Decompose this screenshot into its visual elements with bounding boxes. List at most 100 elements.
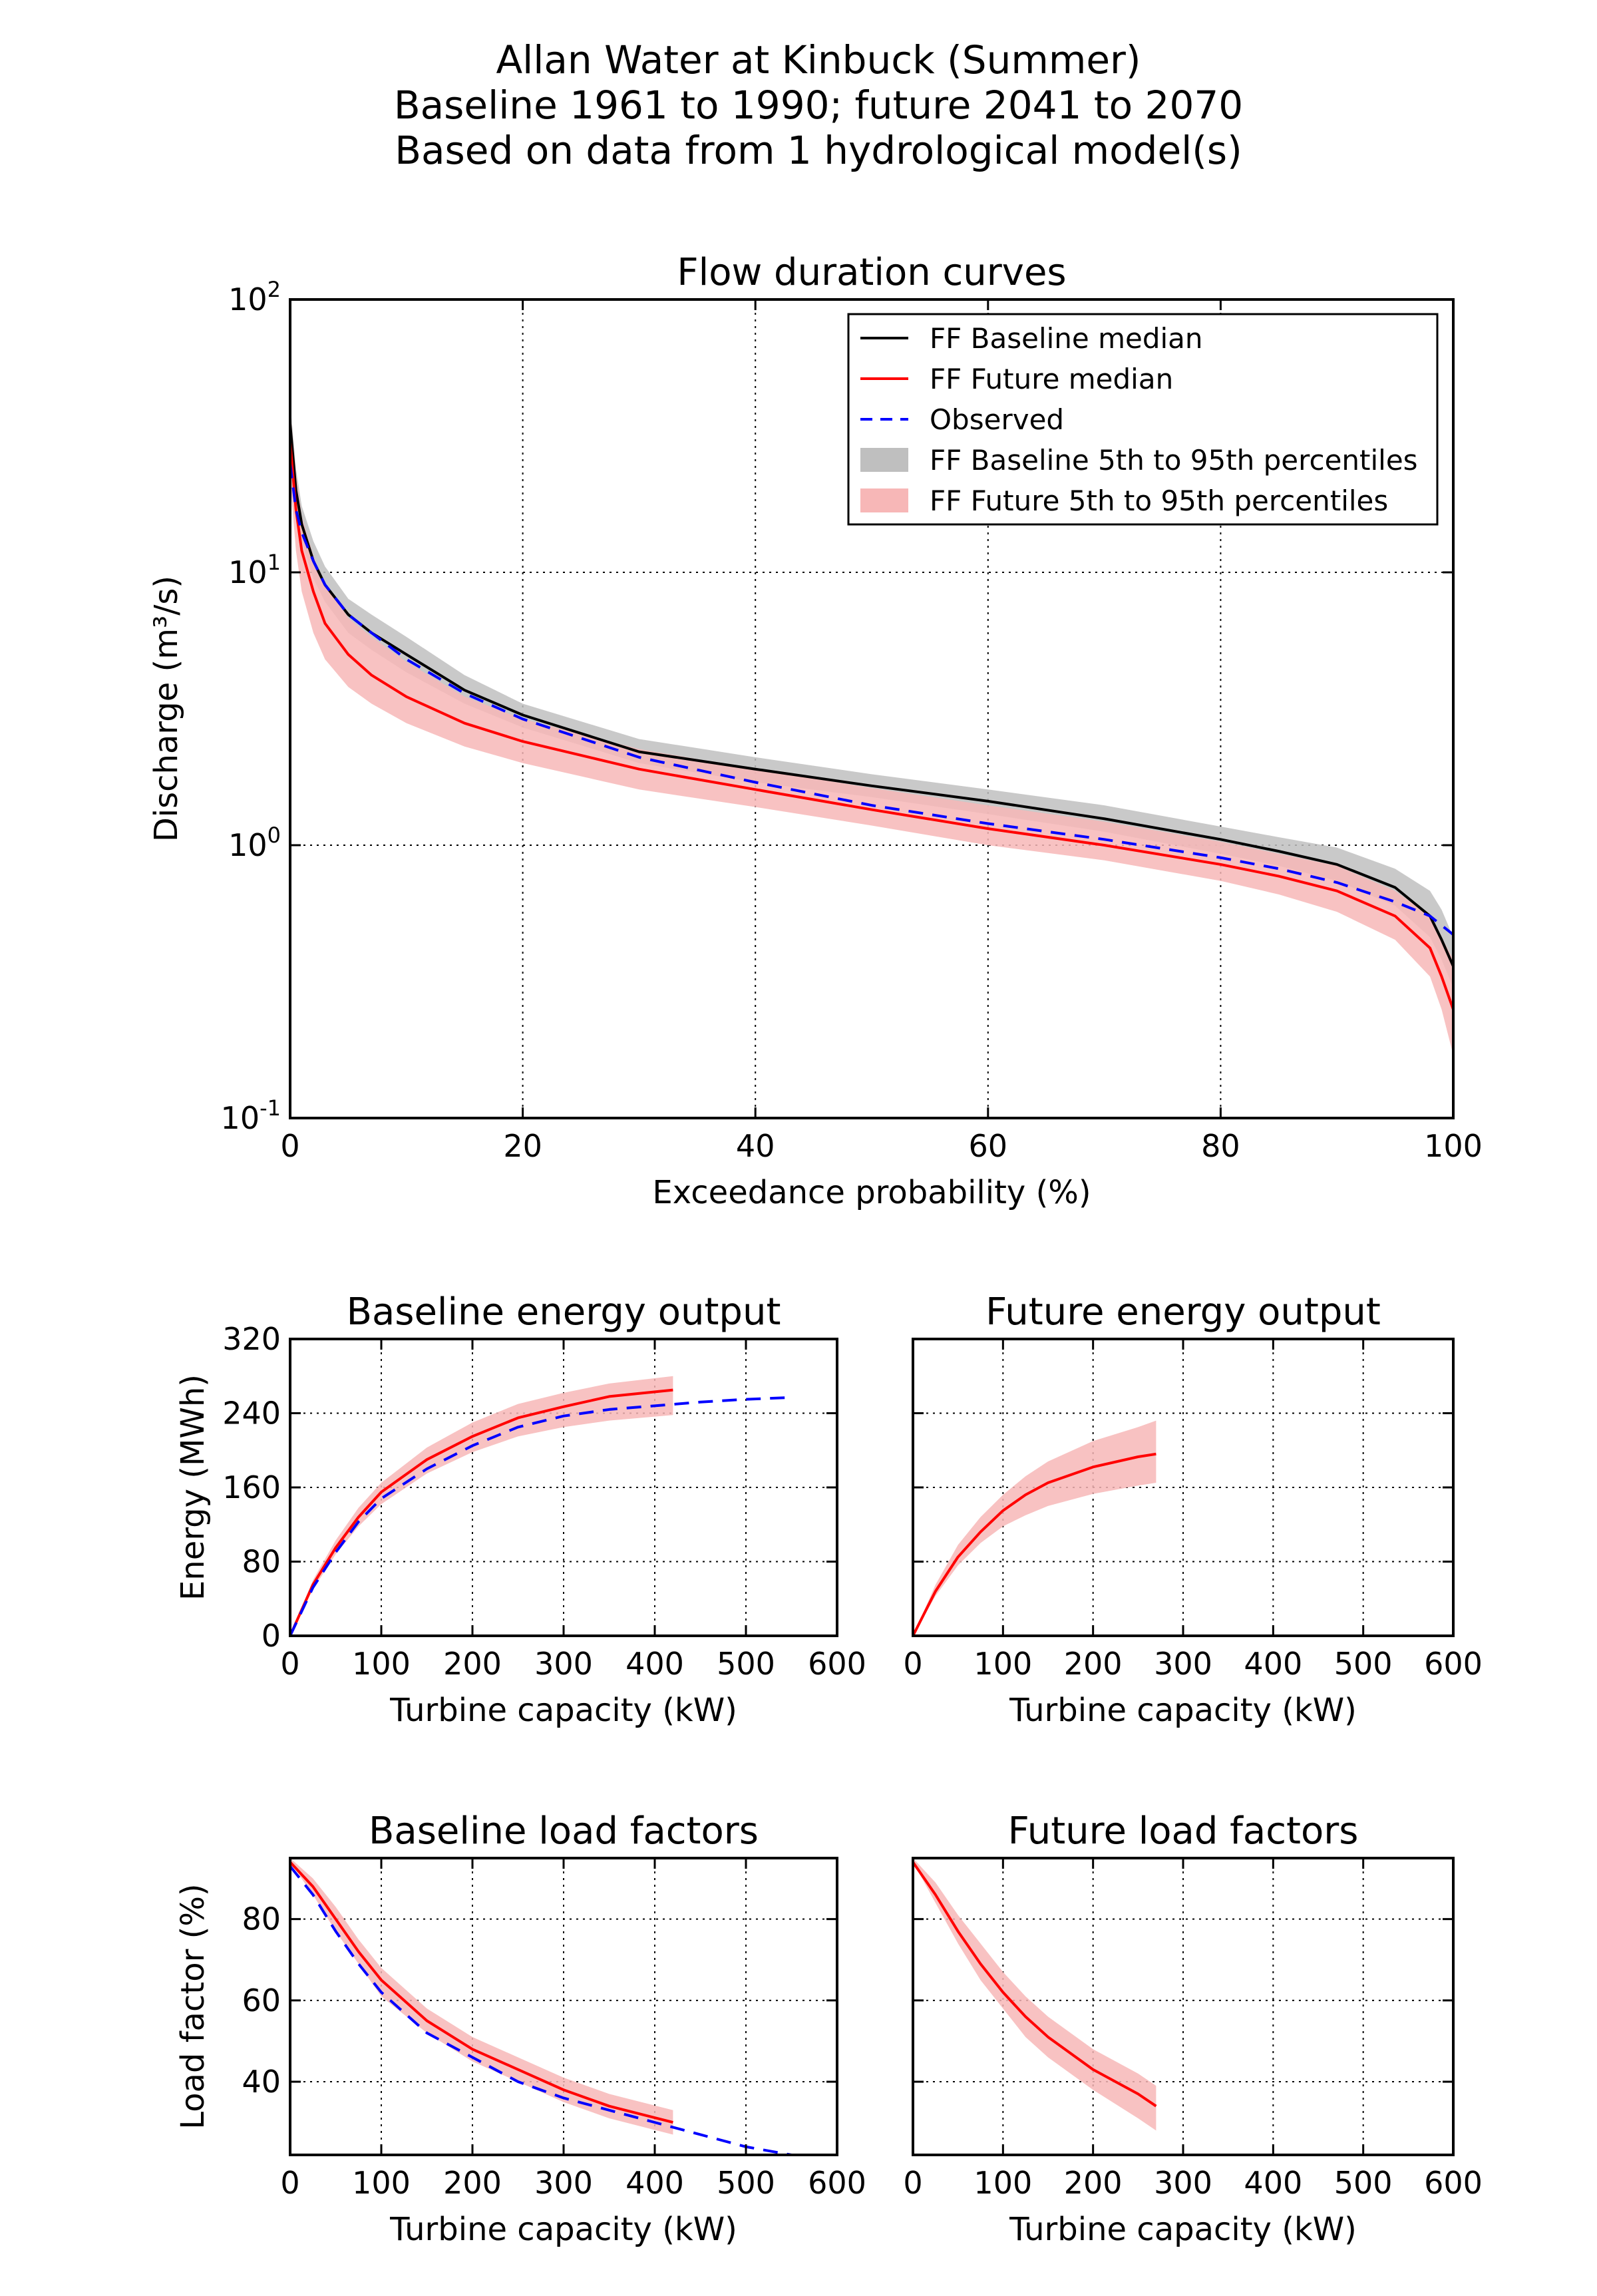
x-axis: 0 100 200 300 400 500 600 xyxy=(903,1858,1483,2201)
x-tick-label: 500 xyxy=(1334,1646,1393,1682)
x-tick-label: 40 xyxy=(736,1128,775,1164)
x-tick-label: 500 xyxy=(717,1646,775,1682)
band-future-percentiles xyxy=(290,408,1453,1055)
x-tick-label: 500 xyxy=(1334,2165,1393,2201)
y-axis xyxy=(913,1918,1453,2083)
x-tick-label: 600 xyxy=(1424,1646,1483,1682)
chart-title: Baseline energy output xyxy=(347,1290,781,1334)
x-tick-label: 500 xyxy=(717,2165,775,2201)
legend: FF Baseline median FF Future median Observ… xyxy=(847,313,1439,526)
legend-item: FF Future median xyxy=(860,363,1173,395)
series-future-median xyxy=(290,442,1453,1010)
x-axis-label: Exceedance probability (%) xyxy=(652,1174,1091,1211)
series-observed xyxy=(290,1865,792,2155)
band-future-percentiles xyxy=(290,1858,673,2135)
x-axis-label: Turbine capacity (kW) xyxy=(1009,2211,1357,2248)
chart-title: Future load factors xyxy=(1008,1810,1359,1853)
series-future-median xyxy=(913,1861,1157,2108)
y-axis: 0 80 160 240 320 xyxy=(222,1321,837,1654)
x-tick-label: 0 xyxy=(903,2165,922,2201)
legend-box xyxy=(847,313,1439,526)
series-future-median xyxy=(290,1388,673,1636)
chart-title: Flow duration curves xyxy=(677,251,1066,294)
x-tick-label: 300 xyxy=(1154,2165,1212,2201)
x-axis-label: Turbine capacity (kW) xyxy=(389,2211,737,2248)
series-baseline-median xyxy=(290,423,1453,967)
series-future-median xyxy=(290,1861,673,2124)
x-tick-label: 400 xyxy=(625,2165,684,2201)
x-tick-label: 200 xyxy=(1064,1646,1123,1682)
x-tick-label: 100 xyxy=(352,2165,411,2201)
y-tick-label: 60 xyxy=(242,1983,281,2018)
series-observed xyxy=(290,463,1453,936)
legend-label: FF Future 5th to 95th percentiles xyxy=(930,484,1388,517)
x-tick-label: 0 xyxy=(280,1128,299,1164)
plot-area xyxy=(290,1376,792,1636)
legend-item: FF Future 5th to 95th percentiles xyxy=(860,484,1388,517)
x-tick-label: 100 xyxy=(974,2165,1032,2201)
legend-swatch xyxy=(860,488,908,512)
x-tick-label: 100 xyxy=(974,1646,1032,1682)
x-tick-label: 200 xyxy=(443,1646,502,1682)
x-axis: 0 100 200 300 400 500 600 xyxy=(280,1858,866,2201)
x-tick-label: 600 xyxy=(808,1646,866,1682)
plot-area xyxy=(913,1858,1157,2131)
y-tick-label: 40 xyxy=(242,2064,281,2100)
legend-label: Observed xyxy=(930,403,1064,436)
y-tick-label: 240 xyxy=(222,1396,281,1432)
x-tick-label: 600 xyxy=(808,2165,866,2201)
legend-item: FF Baseline 5th to 95th percentiles xyxy=(860,444,1418,477)
plot-area xyxy=(290,1858,792,2155)
legend-label: FF Future median xyxy=(930,363,1173,395)
figure-title-line-2: Baseline 1961 to 1990; future 2041 to 20… xyxy=(394,83,1243,128)
chart-title: Baseline load factors xyxy=(369,1810,759,1853)
series-future-median xyxy=(913,1452,1156,1636)
plot-area xyxy=(913,1420,1156,1636)
x-tick-label: 400 xyxy=(625,1646,684,1682)
y-axis-label: Energy (MWh) xyxy=(174,1374,212,1601)
chart-future-energy: 0 100 200 300 400 500 600 Future energy output T… xyxy=(903,1290,1483,1729)
x-axis-label: Turbine capacity (kW) xyxy=(389,1692,737,1729)
x-tick-label: 80 xyxy=(1201,1128,1240,1164)
x-axis: 0 100 200 300 400 500 600 xyxy=(280,1339,866,1682)
y-tick-label: 0 xyxy=(262,1618,281,1654)
figure-title-line-1: Allan Water at Kinbuck (Summer) xyxy=(496,37,1141,83)
legend-item: Observed xyxy=(860,403,1064,436)
y-axis-label: Discharge (m³/s) xyxy=(148,576,185,842)
x-tick-label: 600 xyxy=(1424,2165,1483,2201)
x-tick-label: 100 xyxy=(352,1646,411,1682)
x-tick-label: 300 xyxy=(534,1646,593,1682)
y-tick-label: 160 xyxy=(222,1469,281,1505)
x-axis-label: Turbine capacity (kW) xyxy=(1009,1692,1357,1729)
x-tick-label: 200 xyxy=(443,2165,502,2201)
chart-baseline-load: 0 100 200 300 400 500 600 40 60 80 Baseline load f… xyxy=(174,1810,866,2248)
y-tick-label: 80 xyxy=(242,1544,281,1580)
grid-lines xyxy=(290,299,1453,1118)
legend-label: FF Baseline median xyxy=(930,322,1203,355)
x-tick-label: 200 xyxy=(1064,2165,1123,2201)
x-tick-label: 100 xyxy=(1424,1128,1483,1164)
y-axis: 40 60 80 xyxy=(242,1901,837,2100)
band-future-percentiles xyxy=(290,1376,673,1636)
chart-title: Future energy output xyxy=(985,1290,1381,1334)
y-axis xyxy=(913,1412,1453,1563)
x-axis: 0 20 40 60 80 100 xyxy=(280,299,1483,1164)
legend-item: FF Baseline median xyxy=(860,322,1203,355)
series-observed xyxy=(290,1396,792,1636)
x-tick-label: 300 xyxy=(1154,1646,1212,1682)
chart-baseline-energy: 0 100 200 300 400 500 600 0 80 160 240 320 Baseline … xyxy=(174,1290,866,1729)
x-tick-label: 20 xyxy=(503,1128,542,1164)
band-future-percentiles xyxy=(913,1858,1156,2131)
chart-future-load: 0 100 200 300 400 500 600 Future load factors Tu… xyxy=(903,1810,1483,2248)
x-tick-label: 0 xyxy=(280,1646,299,1682)
x-tick-label: 60 xyxy=(969,1128,1008,1164)
x-tick-label: 0 xyxy=(903,1646,922,1682)
legend-label: FF Baseline 5th to 95th percentiles xyxy=(930,444,1418,477)
y-tick-label: 80 xyxy=(242,1901,281,1937)
x-tick-label: 300 xyxy=(534,2165,593,2201)
figure-title: Allan Water at Kinbuck (Summer) Baseline… xyxy=(394,37,1243,173)
x-tick-label: 400 xyxy=(1244,2165,1302,2201)
